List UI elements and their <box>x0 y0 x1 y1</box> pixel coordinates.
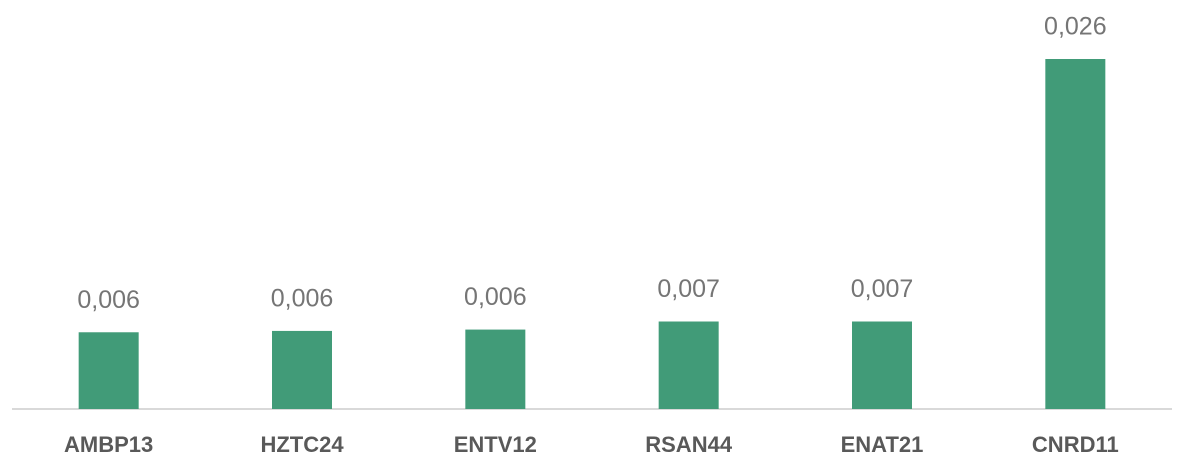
x-tick-label: HZTC24 <box>260 432 344 457</box>
bar <box>465 329 526 409</box>
x-tick-label: RSAN44 <box>645 432 733 457</box>
x-tick-label: ENAT21 <box>841 432 924 457</box>
value-label: 0,026 <box>1044 13 1107 41</box>
bar <box>658 321 719 409</box>
value-label: 0,006 <box>77 286 140 314</box>
value-label: 0,007 <box>851 275 914 303</box>
bar <box>272 330 332 409</box>
bar <box>852 321 912 409</box>
bar <box>78 332 139 409</box>
x-tick-label: AMBP13 <box>64 432 153 457</box>
value-label: 0,006 <box>464 283 527 311</box>
value-label: 0,006 <box>271 285 334 313</box>
x-tick-label: ENTV12 <box>454 432 537 457</box>
bar <box>1045 59 1106 409</box>
x-tick-label: CNRD11 <box>1032 432 1119 457</box>
value-label: 0,007 <box>657 275 720 303</box>
